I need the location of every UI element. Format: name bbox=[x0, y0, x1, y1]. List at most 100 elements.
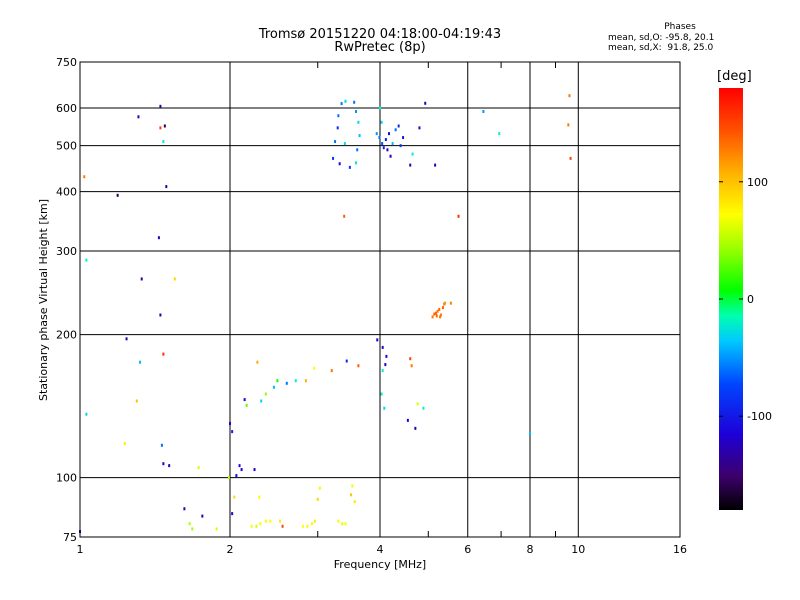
data-point bbox=[137, 115, 140, 119]
data-point bbox=[434, 163, 437, 167]
data-point bbox=[116, 193, 119, 197]
data-point bbox=[356, 148, 359, 152]
data-point bbox=[162, 140, 165, 144]
data-point bbox=[394, 128, 397, 132]
data-point bbox=[375, 132, 378, 136]
data-point bbox=[229, 422, 231, 426]
plot-frame bbox=[79, 61, 681, 538]
data-point bbox=[201, 514, 204, 518]
data-point bbox=[411, 152, 414, 156]
data-point bbox=[330, 369, 333, 373]
data-point bbox=[316, 497, 319, 501]
data-point bbox=[188, 522, 191, 526]
colorbar-tick-label: 0 bbox=[747, 293, 754, 306]
data-point bbox=[567, 123, 570, 127]
data-point bbox=[279, 519, 282, 523]
data-point bbox=[391, 142, 394, 146]
data-point bbox=[135, 399, 138, 403]
data-point bbox=[215, 527, 218, 531]
data-point bbox=[173, 277, 176, 281]
data-point bbox=[416, 402, 419, 406]
data-point bbox=[306, 524, 309, 528]
data-point bbox=[434, 311, 437, 315]
data-point bbox=[197, 466, 200, 470]
data-point bbox=[344, 99, 347, 103]
y-tick-label: 600 bbox=[56, 102, 77, 115]
data-point bbox=[410, 364, 413, 368]
data-point bbox=[433, 312, 436, 316]
data-point bbox=[240, 468, 243, 472]
data-points bbox=[79, 94, 572, 534]
data-point bbox=[431, 315, 434, 319]
data-point bbox=[227, 476, 230, 480]
data-point bbox=[272, 385, 275, 389]
data-point bbox=[381, 142, 384, 146]
data-point bbox=[529, 431, 531, 435]
x-tick-label: 1 bbox=[77, 543, 84, 556]
phase-stats-heading: Phases bbox=[664, 22, 696, 32]
data-point bbox=[231, 430, 234, 434]
y-tick-label: 200 bbox=[56, 329, 77, 342]
data-point bbox=[233, 495, 236, 499]
x-tick-label: 8 bbox=[527, 543, 534, 556]
colorbar-unit-label: [deg] bbox=[717, 69, 752, 84]
data-point bbox=[340, 102, 343, 106]
data-point bbox=[243, 398, 246, 402]
data-point bbox=[162, 352, 165, 356]
data-point bbox=[439, 313, 442, 317]
data-point bbox=[378, 136, 381, 140]
data-point bbox=[443, 301, 446, 305]
data-point bbox=[231, 512, 234, 516]
data-point bbox=[304, 379, 307, 383]
data-point bbox=[376, 338, 379, 342]
data-point bbox=[384, 363, 387, 367]
data-point bbox=[388, 132, 391, 136]
y-tick-label: 500 bbox=[56, 140, 77, 153]
data-point bbox=[341, 522, 344, 526]
x-tick-label: 10 bbox=[571, 543, 585, 556]
data-point bbox=[436, 309, 439, 313]
data-point bbox=[313, 519, 316, 523]
grid-lines bbox=[80, 62, 680, 537]
data-point bbox=[358, 134, 361, 138]
data-point bbox=[259, 522, 262, 526]
phase-stats-x-mode: mean, sd,X: 91.8, 25.0 bbox=[608, 43, 714, 53]
data-point bbox=[301, 524, 304, 528]
data-point bbox=[353, 500, 356, 504]
data-point bbox=[351, 484, 354, 488]
data-point bbox=[276, 379, 279, 383]
data-point bbox=[568, 94, 571, 98]
data-point bbox=[357, 120, 360, 124]
data-point bbox=[253, 468, 256, 472]
data-point bbox=[162, 462, 165, 466]
x-axis-label: Frequency [MHz] bbox=[333, 558, 427, 571]
data-point bbox=[337, 519, 340, 523]
data-point bbox=[380, 392, 383, 396]
data-point bbox=[264, 392, 267, 396]
data-point bbox=[336, 126, 339, 130]
y-tick-label: 750 bbox=[56, 56, 77, 69]
data-point bbox=[385, 354, 388, 358]
data-point bbox=[343, 142, 346, 146]
chart-subtitle: RwPretec (8p) bbox=[334, 40, 426, 55]
data-point bbox=[168, 464, 171, 468]
x-tick-label: 2 bbox=[227, 543, 234, 556]
data-point bbox=[85, 412, 88, 416]
data-point bbox=[357, 364, 360, 368]
data-point bbox=[140, 277, 143, 281]
data-point bbox=[245, 403, 248, 407]
data-point bbox=[334, 140, 337, 144]
data-point bbox=[125, 337, 128, 341]
x-tick-label: 16 bbox=[673, 543, 687, 556]
data-point bbox=[354, 109, 357, 113]
x-tick-label: 4 bbox=[377, 543, 384, 556]
y-tick-label: 400 bbox=[56, 186, 77, 199]
data-point bbox=[383, 406, 386, 410]
data-point bbox=[258, 495, 261, 499]
data-point bbox=[350, 493, 353, 497]
data-point bbox=[310, 522, 313, 526]
data-point bbox=[482, 109, 485, 113]
data-point bbox=[424, 101, 427, 105]
data-point bbox=[83, 175, 86, 179]
